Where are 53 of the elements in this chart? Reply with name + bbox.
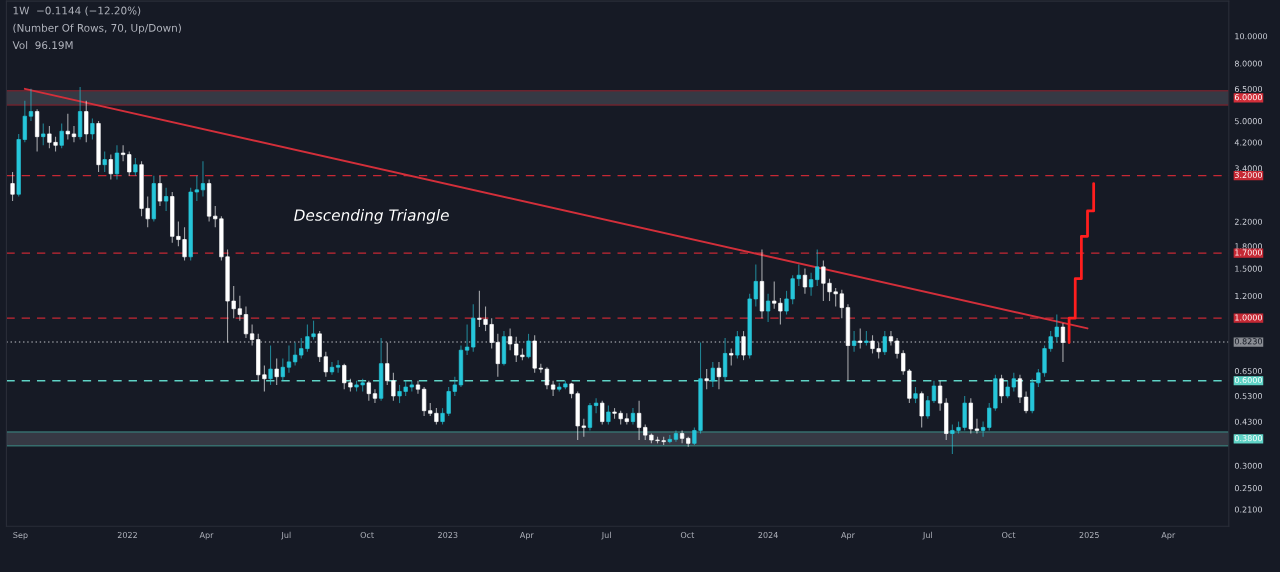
candlestick [415, 380, 421, 395]
x-tick-label: Jul [281, 531, 291, 540]
candlestick [980, 421, 986, 438]
ref-line-label: 0.6000 [1234, 377, 1263, 384]
candlestick [594, 397, 599, 414]
y-tick-label: 4.2000 [1234, 139, 1263, 146]
ref-line-label: 1.0000 [1235, 314, 1263, 321]
y-tick-label: 5.0000 [1234, 118, 1263, 125]
candlestick [329, 361, 335, 376]
band-label: 6.0000 [1234, 94, 1263, 101]
ref-line-label: 1.7000 [1235, 249, 1263, 256]
y-tick-label: 10.0000 [1235, 33, 1268, 40]
y-tick-label: 0.6500 [1234, 368, 1263, 375]
candlestick [551, 380, 556, 397]
candlestick [974, 418, 980, 435]
x-tick-label: 2022 [117, 531, 137, 539]
y-tick-label: 1.5000 [1235, 265, 1263, 272]
y-tick-label: 0.5300 [1234, 393, 1263, 400]
x-tick-label: 2023 [438, 531, 458, 539]
y-tick-label: 1.2000 [1235, 292, 1263, 300]
band-label: 0.3800 [1234, 435, 1263, 442]
x-tick-label: 2025 [1079, 531, 1099, 539]
x-tick-label: Sep [13, 531, 28, 540]
annotation: 1W −0.1144 (−12.20%) [13, 6, 141, 16]
x-tick-label: Oct [360, 531, 374, 539]
ref-line-label: 3.2000 [1234, 171, 1263, 179]
annotation: (Number Of Rows, 70, Up/Down) [13, 23, 181, 34]
y-tick-label: 6.5000 [1234, 85, 1263, 93]
x-tick-label: Apr [1161, 532, 1176, 540]
x-tick-label: Jul [601, 531, 611, 540]
y-tick-label: 3.4000 [1234, 165, 1263, 172]
ref-line-label: 0.8230 [1234, 338, 1263, 345]
y-tick-label: 1.8000 [1235, 243, 1263, 250]
x-tick-label: Apr [841, 532, 855, 540]
candlestick [372, 388, 378, 404]
x-tick-label: 2024 [758, 531, 778, 539]
x-tick-label: Oct [680, 531, 695, 539]
x-tick-label: Jul [922, 531, 932, 540]
y-tick-label: 0.2100 [1234, 506, 1263, 513]
candlestick [888, 330, 894, 347]
y-tick-label: 0.2500 [1234, 485, 1263, 492]
line-series [1067, 182, 1096, 344]
x-tick-label: Apr [199, 532, 214, 540]
x-tick-label: Oct [1002, 531, 1016, 539]
candlestick [71, 125, 77, 143]
y-tick-label: 0.3000 [1234, 462, 1263, 469]
x-tick-label: Apr [519, 532, 534, 540]
annotation: Descending Triangle [294, 209, 449, 224]
candlestick [336, 359, 341, 374]
y-tick-label: 8.0000 [1234, 60, 1263, 67]
y-tick-label: 0.4300 [1234, 418, 1263, 425]
annotation: Vol 96.19M [12, 41, 73, 50]
y-tick-label: 2.2000 [1234, 218, 1263, 225]
